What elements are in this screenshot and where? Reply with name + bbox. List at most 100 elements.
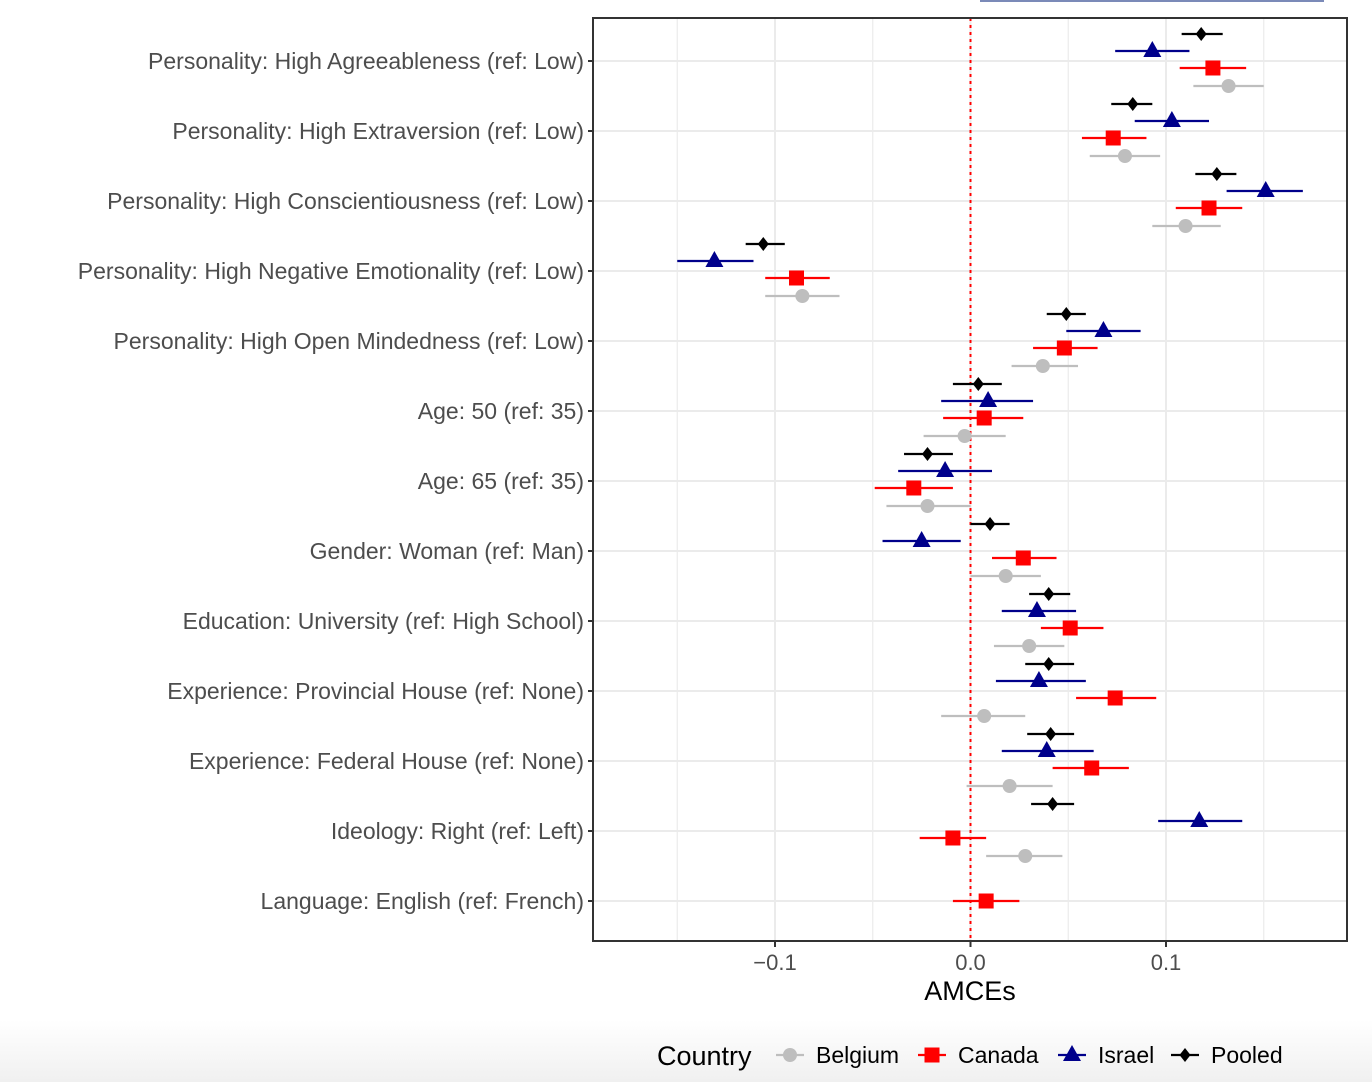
legend-title: Country [657, 1041, 752, 1071]
x-tick-label: 0.0 [955, 950, 986, 975]
belgium-point [1221, 79, 1236, 93]
pooled-point-group [970, 517, 1010, 531]
y-axis-ticks [588, 60, 593, 902]
israel-point-group [1001, 601, 1077, 617]
canada-point-group [1052, 760, 1129, 776]
canada-point [1084, 760, 1100, 776]
legend-label: Pooled [1211, 1042, 1283, 1068]
canada-point [1205, 60, 1221, 76]
legend-square-icon [924, 1047, 940, 1063]
canada-point-group [1175, 200, 1243, 216]
belgium-point-group [970, 569, 1041, 583]
y-axis-label: Language: English (ref: French) [261, 888, 584, 914]
y-axis-label: Age: 65 (ref: 35) [418, 468, 584, 494]
israel-point-group [1158, 811, 1243, 827]
legend-label: Belgium [816, 1042, 899, 1068]
israel-point-group [882, 531, 961, 547]
belgium-point [1018, 849, 1033, 863]
pooled-point [1211, 167, 1223, 181]
pooled-point [1043, 587, 1055, 601]
x-axis-ticks: −0.1 0.0 0.1 [753, 941, 1181, 975]
legend-item-belgium: Belgium [776, 1042, 899, 1068]
legend-label: Canada [958, 1042, 1039, 1068]
belgium-point [920, 499, 935, 513]
belgium-point-group [1193, 79, 1264, 93]
canada-point-group [1179, 60, 1247, 76]
israel-point-group [1226, 181, 1303, 197]
legend-label: Israel [1098, 1042, 1154, 1068]
top-edge-line [980, 0, 1324, 2]
pooled-point [1060, 307, 1072, 321]
belgium-point-group [966, 779, 1053, 793]
israel-point [1162, 111, 1181, 127]
canada-point [1015, 550, 1031, 566]
y-axis-label: Experience: Federal House (ref: None) [189, 748, 584, 774]
israel-point [1029, 671, 1048, 687]
belgium-point-group [886, 499, 971, 513]
israel-point [1256, 181, 1275, 197]
pooled-point [757, 237, 769, 251]
belgium-point-group [1011, 359, 1079, 373]
legend: Country Belgium Canada Israel Pooled [657, 1041, 1283, 1071]
belgium-point-group [941, 709, 1026, 723]
israel-point [1143, 41, 1162, 57]
israel-point-group [1066, 321, 1141, 337]
canada-point-group [1081, 130, 1147, 146]
canada-point-group [1076, 690, 1157, 706]
israel-point-group [1134, 111, 1210, 127]
legend-triangle-icon [1063, 1045, 1081, 1061]
pooled-point [1047, 797, 1059, 811]
israel-point-group [941, 391, 1034, 407]
pooled-point [1195, 27, 1207, 41]
canada-point [1201, 200, 1217, 216]
belgium-point [1178, 219, 1193, 233]
israel-point [912, 531, 931, 547]
pooled-point-group [745, 237, 785, 251]
y-axis-label: Age: 50 (ref: 35) [418, 398, 584, 424]
belgium-point [957, 429, 972, 443]
y-axis-label: Personality: High Agreeableness (ref: Lo… [148, 48, 584, 74]
israel-point [1037, 741, 1056, 757]
legend-item-canada: Canada [918, 1042, 1039, 1068]
canada-point-group [943, 410, 1024, 426]
pooled-point-group [952, 377, 1002, 391]
y-axis-label: Personality: High Extraversion (ref: Low… [172, 118, 584, 144]
y-axis-label: Gender: Woman (ref: Man) [310, 538, 584, 564]
belgium-point [1022, 639, 1037, 653]
canada-point [789, 270, 805, 286]
data-marks [677, 27, 1303, 909]
pooled-point-group [904, 447, 953, 461]
canada-point-group [874, 480, 953, 496]
y-axis-label: Ideology: Right (ref: Left) [331, 818, 584, 844]
israel-point [979, 391, 998, 407]
x-tick-label: −0.1 [753, 950, 796, 975]
belgium-point [1035, 359, 1050, 373]
pooled-point [1127, 97, 1139, 111]
canada-point [945, 830, 961, 846]
israel-point-group [995, 671, 1086, 687]
pooled-point [921, 447, 933, 461]
x-axis-title: AMCEs [924, 976, 1016, 1006]
legend-item-pooled: Pooled [1171, 1042, 1283, 1068]
legend-diamond-icon [1179, 1048, 1191, 1062]
y-axis-labels: Personality: High Agreeableness (ref: Lo… [78, 48, 584, 914]
pooled-point-group [1195, 167, 1237, 181]
canada-point [1107, 690, 1123, 706]
belgium-point [977, 709, 992, 723]
israel-point [705, 251, 724, 267]
y-axis-label: Experience: Provincial House (ref: None) [167, 678, 584, 704]
israel-point [1190, 811, 1209, 827]
y-axis-label: Education: University (ref: High School) [183, 608, 584, 634]
legend-item-israel: Israel [1058, 1042, 1154, 1068]
canada-point [976, 410, 992, 426]
canada-point [978, 893, 994, 909]
pooled-point-group [1029, 587, 1071, 601]
pooled-point-group [1111, 97, 1153, 111]
belgium-point [1117, 149, 1132, 163]
belgium-point [795, 289, 810, 303]
belgium-point-group [1089, 149, 1161, 163]
pooled-point-group [1181, 27, 1223, 41]
belgium-point-group [993, 639, 1065, 653]
pooled-point-group [1031, 797, 1075, 811]
pooled-point-group [1046, 307, 1086, 321]
